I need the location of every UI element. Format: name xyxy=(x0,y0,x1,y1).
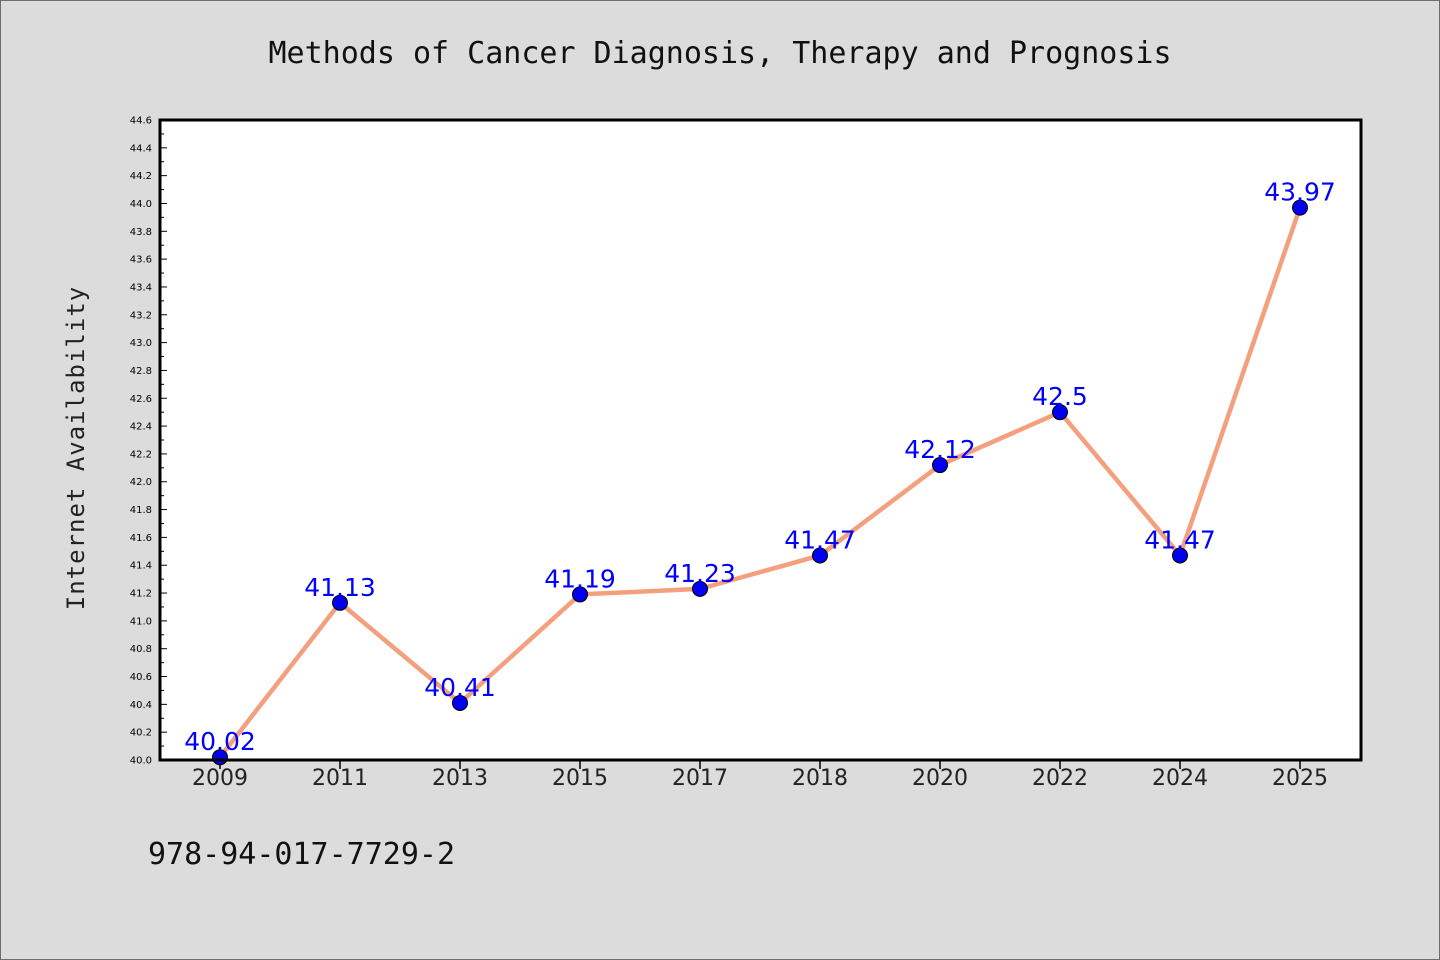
data-point xyxy=(692,580,708,597)
data-label: 41.47 xyxy=(1144,525,1216,554)
y-tick-label: 44.6 xyxy=(130,116,152,127)
y-tick-label: 41.8 xyxy=(130,505,152,516)
series-line xyxy=(217,205,1303,760)
y-tick-label: 42.4 xyxy=(130,422,152,433)
data-label: 41.47 xyxy=(784,525,856,554)
x-tick-label: 2017 xyxy=(672,766,728,791)
x-tick-label: 2015 xyxy=(552,766,608,791)
y-tick-label: 42.8 xyxy=(130,366,152,377)
y-tick-label: 44.0 xyxy=(130,199,152,210)
x-tick-label: 2020 xyxy=(912,766,968,791)
x-tick-label: 2024 xyxy=(1152,766,1208,791)
data-point xyxy=(572,586,588,603)
y-tick-label: 43.6 xyxy=(130,255,152,266)
data-label: 42.5 xyxy=(1032,382,1088,411)
data-label: 41.19 xyxy=(544,564,616,593)
data-point xyxy=(1292,199,1308,216)
x-tick-label: 2013 xyxy=(432,766,488,791)
y-tick-label: 41.0 xyxy=(130,616,152,627)
y-tick-label: 42.0 xyxy=(130,477,152,488)
y-axis: 40.0 40.2 40.4 40.6 40.8 41.0 41.2 41.4 41.6 41.8… xyxy=(130,116,167,767)
y-axis-label: Internet Availability xyxy=(62,286,90,610)
y-tick-label: 40.0 xyxy=(130,756,152,767)
y-tick-label: 41.4 xyxy=(130,561,152,572)
y-tick-label: 43.2 xyxy=(130,310,152,321)
x-tick-label: 2011 xyxy=(312,766,368,791)
data-point xyxy=(932,457,948,474)
data-point xyxy=(812,547,828,564)
data-label: 41.23 xyxy=(664,559,736,588)
x-tick-label: 2025 xyxy=(1272,766,1328,791)
y-tick-label: 40.6 xyxy=(130,672,152,683)
plot-border xyxy=(158,118,1363,762)
x-tick-label: 2018 xyxy=(792,766,848,791)
y-tick-label: 42.2 xyxy=(130,449,152,460)
y-tick-label: 43.4 xyxy=(130,282,152,293)
chart-title: Methods of Cancer Diagnosis, Therapy and… xyxy=(268,36,1171,71)
y-tick-label: 40.8 xyxy=(130,644,152,655)
y-tick-label: 43.0 xyxy=(130,338,152,349)
y-tick-label: 41.2 xyxy=(130,589,152,600)
plot-area xyxy=(160,120,1361,760)
data-label: 41.13 xyxy=(304,573,376,602)
x-axis: 2009 2011 2013 2015 2017 2018 2020 2022 2024 2025 xyxy=(192,760,1328,791)
data-label: 42.12 xyxy=(904,435,976,464)
y-tick-label: 40.4 xyxy=(130,700,152,711)
y-tick-label: 41.6 xyxy=(130,533,152,544)
y-tick-label: 44.4 xyxy=(130,143,152,154)
data-point xyxy=(1052,404,1068,421)
x-tick-label: 2009 xyxy=(192,766,248,791)
data-point xyxy=(452,694,468,711)
x-tick-label: 2022 xyxy=(1032,766,1088,791)
data-label: 43.97 xyxy=(1264,178,1336,207)
y-tick-label: 43.8 xyxy=(130,227,152,238)
data-label: 40.41 xyxy=(424,673,496,702)
y-tick-label: 44.2 xyxy=(130,171,152,182)
isbn-footer: 978-94-017-7729-2 xyxy=(148,837,455,872)
y-tick-label: 40.2 xyxy=(130,728,152,739)
series-group: 40.02 41.13 40.41 41.19 41.23 41.47 42.12 42.5 4… xyxy=(184,178,1336,766)
y-tick-label: 42.6 xyxy=(130,394,152,405)
data-point xyxy=(332,594,348,611)
data-label: 40.02 xyxy=(184,727,256,756)
data-point xyxy=(1172,547,1188,564)
